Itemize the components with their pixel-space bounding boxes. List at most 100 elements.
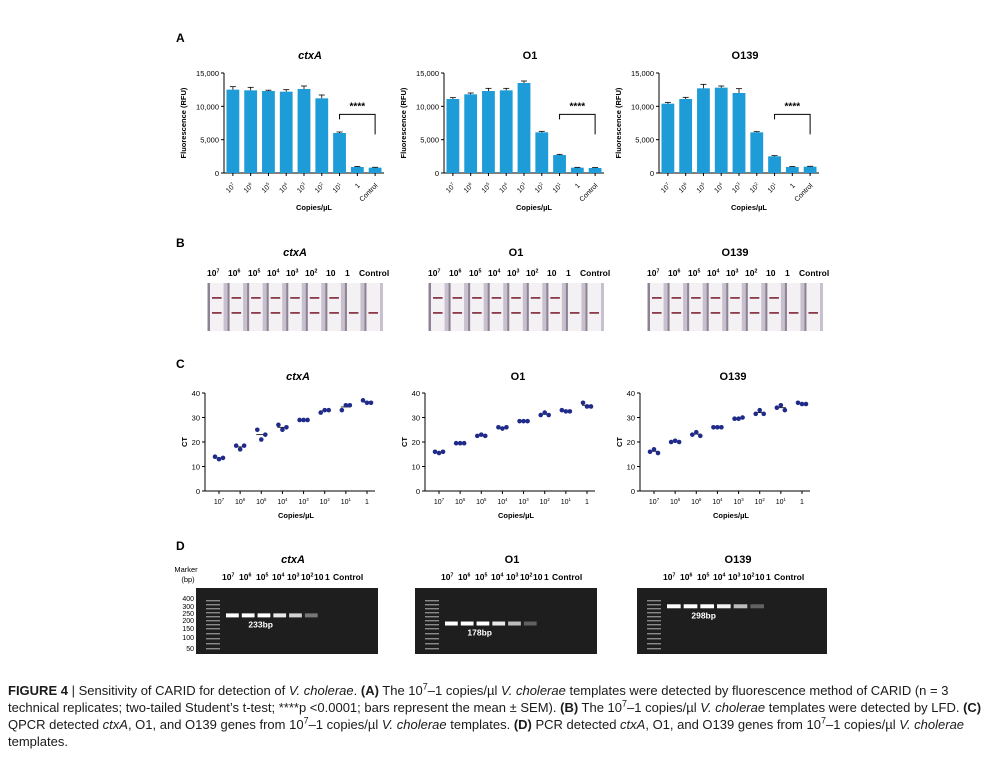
bar-chart-O1: O1 0 5,000 10,000 15,000 Fluorescence (RFU) 10… (399, 50, 604, 212)
ladder-band (647, 648, 661, 650)
x-tick-label: 105 (256, 497, 267, 506)
data-point (795, 400, 801, 406)
x-axis-label: Copies/µL (713, 511, 749, 520)
x-tick-label: 107 (214, 497, 225, 506)
lfd-strip (249, 283, 263, 331)
x-tick-label: 104 (712, 497, 723, 506)
panel-letter-D: D (176, 539, 185, 553)
chart-title: O139 (720, 371, 747, 383)
dna-band (667, 604, 681, 609)
lfd-control-band (270, 312, 281, 314)
x-tick-label: 102 (533, 181, 547, 195)
lfd-strip-edge (546, 283, 549, 331)
lfd-strip-edge (364, 283, 367, 331)
lfd-strip (548, 283, 562, 331)
bar (350, 167, 364, 173)
significance-bracket (559, 113, 596, 135)
dna-band (750, 604, 764, 609)
dna-band (492, 621, 506, 626)
bar (679, 99, 693, 173)
dna-band (273, 613, 287, 618)
x-tick-label: 106 (242, 181, 256, 195)
data-point (461, 440, 467, 446)
gel-lane-label: 107 (441, 572, 453, 582)
lfd-test-band (550, 297, 560, 299)
lfd-test-band (309, 297, 320, 299)
lfd-lane-label: 1 (345, 268, 350, 278)
lfd-control-band (769, 312, 779, 314)
lfd-lane-label: 102 (526, 268, 538, 278)
x-tick-label: 101 (331, 181, 345, 195)
dna-band (226, 613, 239, 618)
lfd-control-band (452, 312, 463, 314)
data-point (364, 400, 370, 406)
gel-lane-label: 105 (256, 572, 268, 582)
data-point (588, 404, 594, 409)
data-point (736, 416, 741, 422)
lfd-strip-edge (286, 283, 289, 331)
lfd-control-band (589, 312, 599, 314)
bar (464, 94, 478, 173)
lfd-test-band (730, 297, 740, 299)
ladder-band (206, 616, 220, 618)
lfd-strip (528, 283, 543, 331)
x-axis-label: Copies/µL (278, 511, 314, 520)
x-tick-label: 107 (434, 497, 445, 506)
data-point (254, 427, 260, 433)
data-point (774, 405, 780, 411)
lfd-test-band (511, 297, 521, 299)
data-point (474, 433, 480, 439)
gel-background (415, 588, 597, 654)
data-point (647, 449, 653, 455)
x-tick-label: 104 (497, 497, 508, 506)
lfd-control-band (433, 312, 443, 314)
data-point (216, 456, 222, 462)
x-tick-label: 105 (694, 181, 708, 195)
significance-label: **** (350, 101, 366, 112)
ladder-band (206, 643, 220, 645)
bar (768, 156, 781, 173)
lfd-test-band (530, 297, 541, 299)
ladder-band (206, 620, 220, 622)
y-tick-label: 30 (412, 414, 420, 423)
x-tick-label: 106 (235, 497, 246, 506)
lfd-strip (767, 283, 781, 331)
bar (315, 98, 329, 173)
band-size-label: 178bp (467, 628, 492, 638)
lfd-strip (307, 283, 322, 331)
data-point (689, 432, 695, 437)
x-axis-label: Copies/µL (498, 511, 534, 520)
lfd-strip-edge (227, 283, 230, 331)
dna-band (289, 613, 302, 618)
x-tick-label: 105 (259, 181, 273, 195)
bar (535, 132, 549, 173)
bar (333, 133, 346, 173)
lfd-strip-edge (784, 283, 787, 331)
data-point (567, 409, 573, 414)
band-size-label: 298bp (691, 610, 716, 620)
data-point (258, 437, 264, 442)
x-tick-label: 1 (365, 499, 369, 506)
bar (732, 93, 746, 173)
data-point (542, 410, 548, 415)
gel-lane-label: Control (333, 572, 363, 582)
lfd-strip (806, 283, 820, 331)
lfd-strip-edge (565, 283, 568, 331)
x-tick-label: 1 (585, 499, 589, 506)
data-point (457, 440, 463, 446)
data-point (538, 412, 544, 418)
lfd-control-band (530, 312, 541, 314)
bar (482, 91, 495, 173)
ladder-band (425, 608, 439, 610)
data-point (580, 400, 586, 406)
x-tick-label: 103 (515, 181, 529, 195)
data-point (517, 418, 522, 424)
y-tick-label: 30 (192, 414, 200, 423)
ladder-band (206, 612, 220, 614)
ladder-band (425, 638, 439, 640)
data-point (440, 449, 446, 455)
lfd-strip (288, 283, 302, 331)
chart-title: O1 (511, 371, 526, 383)
x-tick-label: 1 (574, 182, 582, 190)
